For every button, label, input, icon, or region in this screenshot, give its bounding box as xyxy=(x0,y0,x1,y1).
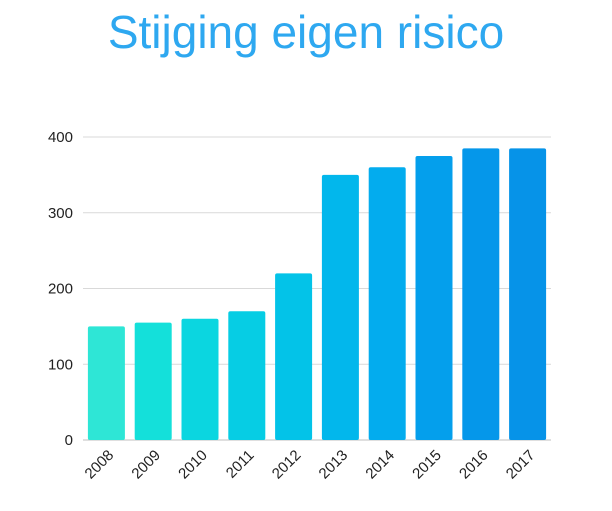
bar-2017 xyxy=(509,148,547,441)
bars xyxy=(87,148,547,441)
y-tick-label: 100 xyxy=(48,356,73,373)
bar-2010 xyxy=(181,318,219,440)
chart-title: Stijging eigen risico xyxy=(107,6,505,58)
y-tick-label: 0 xyxy=(65,432,73,449)
x-tick-label: 2008 xyxy=(82,447,118,483)
x-tick-label: 2013 xyxy=(316,447,352,483)
y-tick-label: 400 xyxy=(48,129,73,146)
y-axis-ticks: 0 100 200 300 400 xyxy=(48,129,73,449)
bar-2016 xyxy=(462,148,500,441)
x-tick-label: 2011 xyxy=(223,447,258,482)
x-tick-label: 2016 xyxy=(456,447,492,483)
x-tick-label: 2009 xyxy=(128,447,164,483)
bar-2011 xyxy=(228,311,266,440)
bar-2015 xyxy=(415,155,453,440)
y-tick-label: 200 xyxy=(48,281,73,298)
bar-2012 xyxy=(275,273,313,440)
bar-2014 xyxy=(368,167,406,441)
x-tick-label: 2015 xyxy=(409,447,445,483)
x-tick-label: 2012 xyxy=(269,447,305,483)
x-axis-ticks: 2008 2009 2010 2011 2012 2013 2014 2015 2016 2017 xyxy=(82,447,539,483)
bar-2013 xyxy=(321,174,359,440)
x-tick-label: 2014 xyxy=(362,447,398,483)
bar-2009 xyxy=(134,322,172,440)
y-tick-label: 300 xyxy=(48,205,73,222)
bar-2008 xyxy=(87,326,125,440)
x-tick-label: 2010 xyxy=(175,447,211,483)
x-tick-label: 2017 xyxy=(503,447,539,483)
